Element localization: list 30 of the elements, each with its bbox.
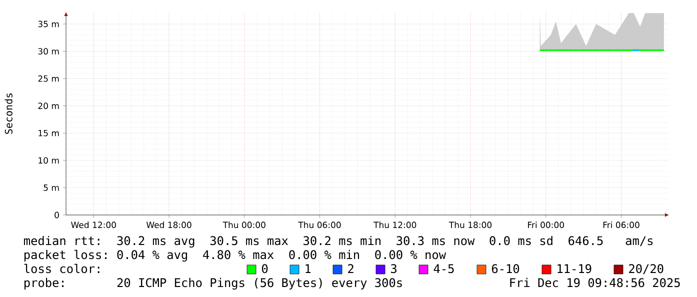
x-tick-label: Wed 12:00 (71, 222, 116, 228)
legend-label: 6-10 (492, 264, 520, 274)
y-tick-label: 5 m (44, 184, 59, 191)
x-tick-label: Thu 18:00 (448, 222, 492, 228)
text: Fri Dec 19 09:48:56 2025 (510, 278, 680, 288)
y-tick-label: 35 m (38, 20, 59, 28)
x-tick-label: Wed 18:00 (146, 222, 192, 228)
legend-label: 1 (306, 264, 311, 273)
y-tick-label: 30 m (38, 48, 59, 55)
y-tick-label: 25 m (38, 75, 59, 82)
text: probe: 20 ICMP Echo Pings (56 Bytes) every 300s (24, 278, 402, 290)
text: packet loss: 0.04 % avg 4.80 % max 0.00 % min 0.00 % now (24, 250, 446, 262)
y-tick-label: 10 m (38, 157, 59, 164)
x-tick-label: Thu 12:00 (374, 222, 416, 228)
text: median rtt: 30.2 ms avg 30.5 ms max 30.2 ms min 30.3 ms now 0.0 ms sd 646.5 am/s (24, 236, 653, 248)
x-tick-label: Fri 06:00 (603, 222, 640, 228)
x-tick-label: Thu 00:00 (222, 222, 266, 228)
y-axis-title: Seconds (4, 93, 12, 134)
x-tick-label: Fri 00:00 (528, 222, 564, 228)
legend-label: 4-5 (434, 264, 454, 274)
y-tick-label: 0 (54, 212, 59, 218)
y-tick-label: 15 m (38, 130, 59, 136)
y-tick-label: 20 m (38, 102, 59, 110)
legend-label: 0 (262, 264, 268, 274)
legend-label: 2 (348, 264, 354, 273)
text: loss color: (24, 264, 100, 274)
legend-label: 11-19 (558, 264, 592, 274)
legend-label: 3 (391, 264, 396, 274)
x-tick-label: Thu 06:00 (298, 222, 341, 228)
legend-label: 20/20 (629, 264, 664, 274)
